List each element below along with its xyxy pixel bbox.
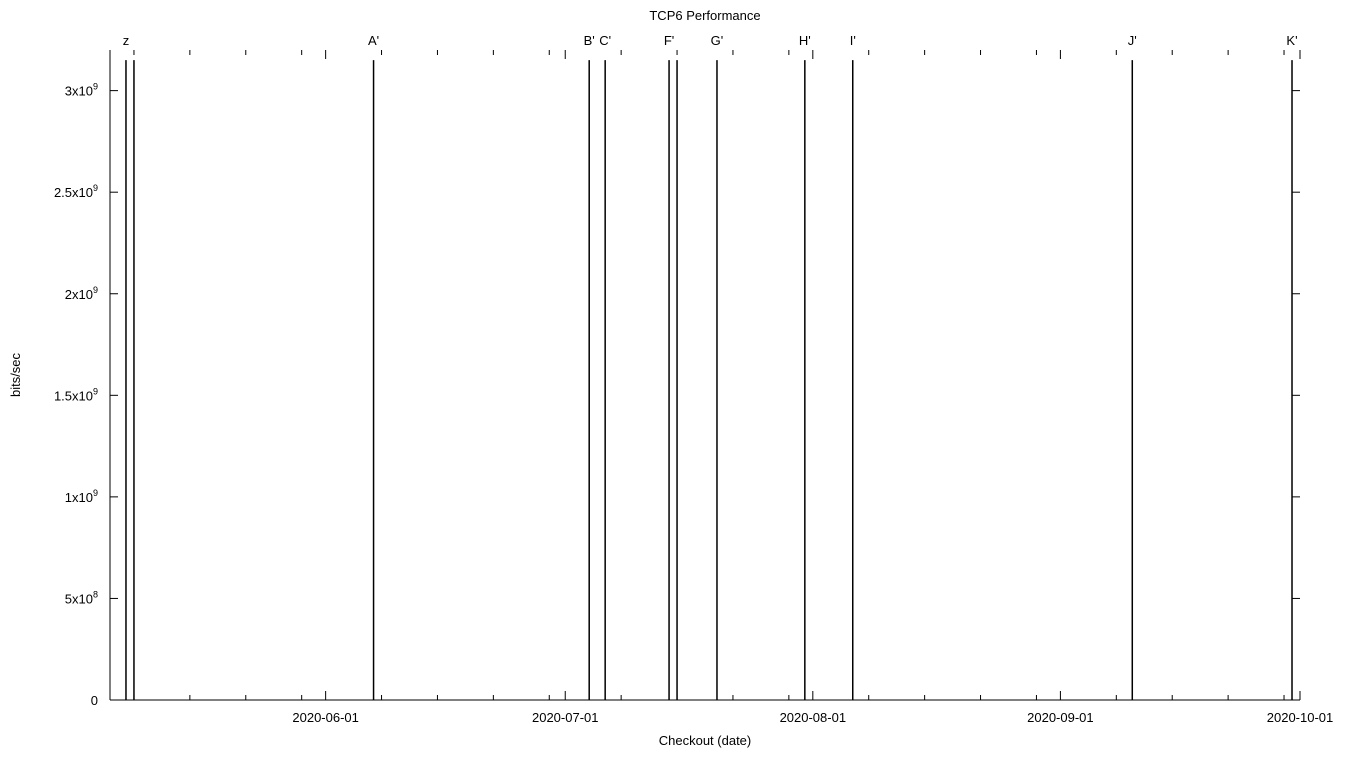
x-axis-label: Checkout (date) — [659, 733, 752, 748]
event-label: B' — [584, 33, 595, 48]
event-label: I' — [850, 33, 856, 48]
x-tick-label: 2020-09-01 — [1027, 710, 1094, 725]
chart-title: TCP6 Performance — [649, 8, 760, 23]
event-label: A' — [368, 33, 379, 48]
y-axis-label: bits/sec — [8, 352, 23, 397]
event-label: H' — [799, 33, 811, 48]
event-label: G' — [711, 33, 724, 48]
x-tick-label: 2020-06-01 — [292, 710, 359, 725]
event-label: C' — [599, 33, 611, 48]
event-label: J' — [1128, 33, 1137, 48]
y-tick-label: 2.5x109 — [54, 183, 98, 200]
event-label: F' — [664, 33, 674, 48]
chart-svg: TCP6 Performance05x1081x1091.5x1092x1092… — [0, 0, 1360, 768]
chart-container: TCP6 Performance05x1081x1091.5x1092x1092… — [0, 0, 1360, 768]
event-label: z — [123, 33, 130, 48]
event-label: K' — [1286, 33, 1297, 48]
x-tick-label: 2020-10-01 — [1267, 710, 1334, 725]
y-tick-label: 1.5x109 — [54, 386, 98, 403]
x-tick-label: 2020-08-01 — [780, 710, 847, 725]
y-tick-label: 0 — [91, 693, 98, 708]
x-tick-label: 2020-07-01 — [532, 710, 599, 725]
